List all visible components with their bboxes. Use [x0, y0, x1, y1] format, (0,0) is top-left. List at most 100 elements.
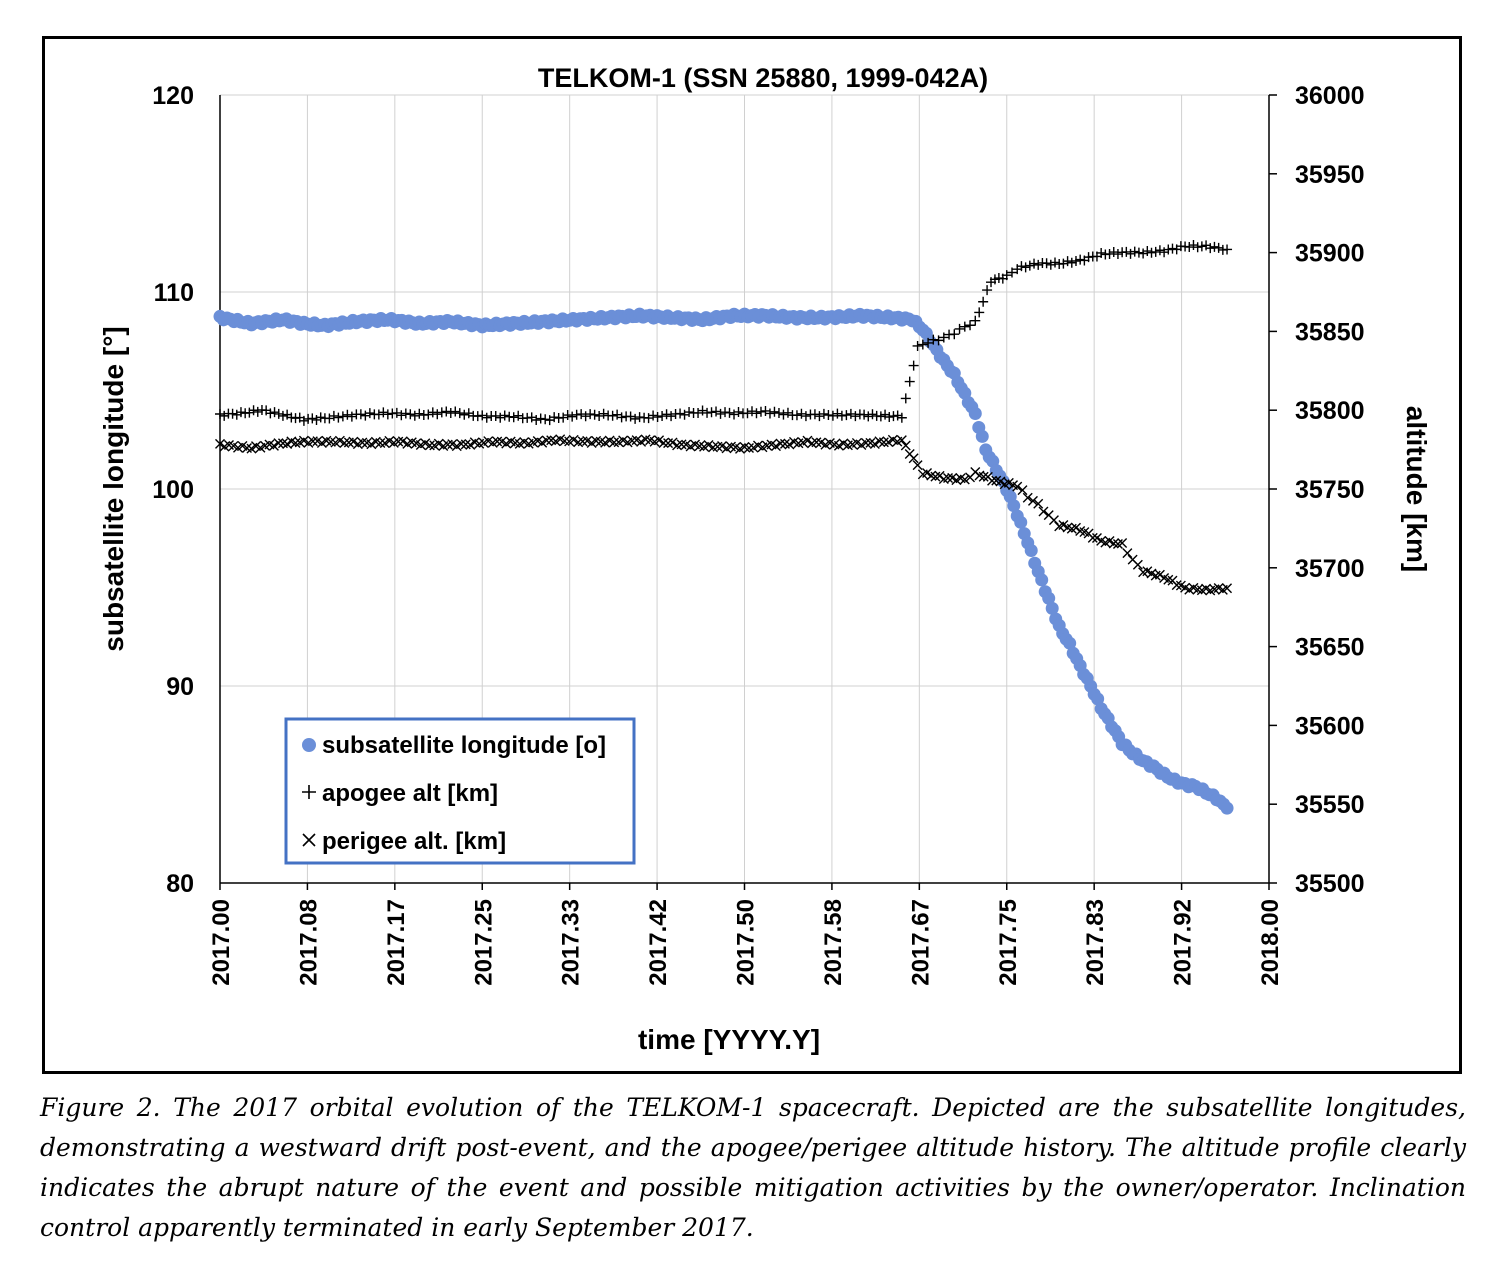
apogee-point: [441, 406, 452, 417]
apogee-point: [364, 408, 375, 419]
apogee-point: [450, 406, 461, 417]
apogee-point: [684, 407, 695, 418]
x-tick-label: 2017.75: [995, 899, 1022, 986]
perigee-point: [959, 474, 970, 485]
perigee-point: [339, 438, 350, 449]
apogee-point: [337, 411, 348, 422]
perigee-point: [802, 435, 813, 446]
perigee-point: [1038, 506, 1049, 517]
apogee-point: [1050, 257, 1060, 268]
perigee-point: [860, 437, 871, 448]
apogee-point: [724, 407, 735, 418]
apogee-point: [333, 412, 344, 423]
y2-tick-label: 35850: [1295, 318, 1365, 346]
apogee-point: [342, 409, 353, 420]
y2-tick-label: 35950: [1295, 161, 1365, 189]
perigee-point: [541, 435, 552, 446]
apogee-point: [571, 409, 582, 420]
perigee-point: [900, 440, 911, 451]
apogee-point: [978, 296, 989, 307]
x-tick-label: 2017.42: [645, 899, 672, 986]
perigee-point: [375, 437, 386, 448]
apogee-point: [445, 408, 456, 419]
apogee-point: [490, 410, 501, 421]
apogee-point: [1129, 246, 1140, 257]
apogee-point: [328, 410, 339, 421]
apogee-point: [809, 409, 820, 420]
apogee-point: [244, 407, 255, 418]
apogee-point: [923, 337, 934, 348]
longitude-point: [1035, 573, 1049, 587]
apogee-point: [796, 408, 807, 419]
apogee-point: [715, 408, 726, 419]
apogee-point: [576, 409, 587, 420]
perigee-point: [465, 439, 476, 450]
apogee-point: [1062, 256, 1073, 267]
apogee-point: [782, 407, 793, 418]
apogee-point: [818, 408, 829, 419]
longitude-point: [1063, 636, 1077, 650]
apogee-point: [324, 413, 335, 424]
perigee-point: [307, 436, 318, 447]
apogee-point: [513, 410, 524, 421]
apogee-point: [880, 409, 891, 420]
perigee-point: [1012, 481, 1023, 492]
apogee-point: [764, 408, 775, 419]
apogee-point: [666, 411, 677, 422]
perigee-point: [878, 437, 889, 448]
apogee-point: [652, 412, 663, 423]
perigee-point: [667, 437, 678, 448]
perigee-point: [896, 435, 907, 446]
x-tick-label: 2017.83: [1082, 899, 1109, 986]
apogee-point: [827, 410, 838, 421]
figure-caption: Figure 2. The 2017 orbital evolution of …: [40, 1093, 1466, 1242]
perigee-point: [1048, 515, 1059, 526]
perigee-point: [775, 438, 786, 449]
apogee-point: [1029, 258, 1040, 269]
apogee-point: [273, 408, 284, 419]
apogee-point: [459, 409, 470, 420]
apogee-point: [1075, 254, 1086, 265]
perigee-point: [1171, 580, 1182, 591]
perigee-point: [930, 471, 941, 482]
apogee-point: [729, 409, 740, 420]
perigee-point: [559, 436, 570, 446]
apogee-point: [760, 405, 771, 416]
y-tick-label: 110: [154, 279, 194, 307]
apogee-point: [850, 411, 861, 422]
perigee-point: [943, 473, 954, 484]
perigee-point: [1033, 498, 1044, 509]
perigee-point: [1017, 485, 1028, 496]
apogee-point: [607, 410, 618, 421]
apogee-point: [1024, 260, 1035, 271]
apogee-point: [307, 413, 318, 424]
apogee-point: [526, 412, 537, 423]
apogee-point: [495, 412, 506, 423]
apogee-point: [481, 412, 492, 423]
apogee-point: [1096, 247, 1107, 258]
apogee-point: [378, 407, 389, 418]
apogee-point: [1167, 243, 1178, 254]
apogee-point: [414, 408, 425, 419]
apogee-point: [248, 405, 259, 416]
apogee-point: [867, 409, 878, 420]
apogee-point: [625, 411, 636, 422]
apogee-point: [409, 410, 420, 421]
apogee-point: [589, 409, 600, 420]
apogee-point: [938, 332, 949, 343]
perigee-point: [1122, 548, 1133, 559]
y2-tick-label: 35900: [1295, 240, 1365, 268]
apogee-point: [1033, 259, 1044, 270]
apogee-point: [643, 413, 654, 424]
apogee-point: [733, 406, 744, 417]
apogee-point: [535, 413, 546, 424]
apogee-point: [693, 407, 704, 418]
perigee-point: [1070, 522, 1081, 533]
perigee-point: [1022, 492, 1033, 503]
apogee-point: [1150, 246, 1161, 257]
perigee-point: [912, 460, 923, 471]
y2-tick-label: 35800: [1295, 397, 1365, 425]
apogee-point: [1188, 240, 1199, 251]
perigee-point: [215, 438, 225, 449]
perigee-point: [460, 439, 471, 450]
